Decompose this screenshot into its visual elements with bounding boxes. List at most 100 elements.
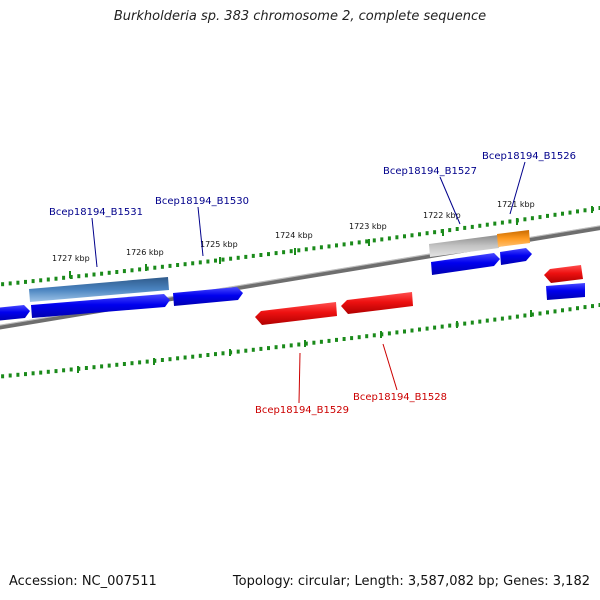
scale-dot xyxy=(515,314,519,319)
scale-dot xyxy=(244,254,248,259)
scale-dot xyxy=(62,275,66,280)
scale-dot xyxy=(365,239,369,244)
scale-dot xyxy=(342,242,346,247)
scale-dot xyxy=(312,246,316,251)
scale-dot xyxy=(130,268,134,273)
scale-dot xyxy=(138,360,142,365)
scale-dot xyxy=(115,362,119,367)
accession-label: Accession: NC_007511 xyxy=(9,574,157,589)
scale-dot xyxy=(470,224,474,229)
scale-dot xyxy=(357,240,361,245)
scale-dot xyxy=(561,211,564,216)
scale-dot xyxy=(160,358,164,362)
gene-label-b1531[interactable]: Bcep18194_B1531 xyxy=(49,207,143,218)
gene-arrow[interactable] xyxy=(544,265,583,283)
scale-dot xyxy=(304,247,308,252)
scale-dot xyxy=(100,364,104,369)
scale-dot xyxy=(8,281,12,286)
scale-dot xyxy=(546,310,549,315)
scale-dot xyxy=(289,249,293,254)
scale-dot xyxy=(267,346,270,351)
scale-dot xyxy=(523,217,527,222)
gene-label-b1528[interactable]: Bcep18194_B1528 xyxy=(353,392,447,403)
scale-dot xyxy=(130,361,134,366)
scale-dot xyxy=(84,366,88,370)
scale-dot xyxy=(62,368,66,373)
scale-dot xyxy=(176,263,180,267)
forward-strand-genes xyxy=(0,248,585,321)
scale-dot xyxy=(16,372,20,377)
scale-dot xyxy=(122,362,126,366)
scale-dot xyxy=(274,251,278,256)
scale-dot xyxy=(576,306,579,311)
map-title: Burkholderia sp. 383 chromosome 2, compl… xyxy=(113,9,487,24)
scale-dot xyxy=(214,258,217,263)
scale-dot xyxy=(418,232,421,237)
scale-dot xyxy=(478,223,482,228)
scale-dot xyxy=(530,216,534,221)
scale-dot xyxy=(191,354,195,359)
gene-label-b1527[interactable]: Bcep18194_B1527 xyxy=(383,166,477,177)
scale-dot xyxy=(387,236,391,241)
scale-dot xyxy=(395,235,399,240)
scale-dot xyxy=(251,253,255,258)
scale-dot xyxy=(92,365,96,370)
gene-arrow[interactable] xyxy=(500,248,532,265)
scale-dot xyxy=(198,260,202,265)
gene-label-b1529[interactable]: Bcep18194_B1529 xyxy=(255,405,349,416)
scale-dot xyxy=(115,270,119,274)
scale-dot xyxy=(39,370,43,375)
scale-dot xyxy=(350,241,354,246)
gene-label-b1530[interactable]: Bcep18194_B1530 xyxy=(155,196,249,207)
scale-dot xyxy=(1,282,5,287)
scale-dot xyxy=(327,338,331,343)
scale-dot xyxy=(198,353,202,358)
scale-dot xyxy=(327,244,331,249)
scale-dot xyxy=(425,231,429,236)
gene-arrow[interactable] xyxy=(255,302,337,325)
scale-dot xyxy=(191,261,195,266)
scale-dot xyxy=(433,325,437,330)
reverse-strand-genes xyxy=(255,265,583,325)
scale-dot xyxy=(297,248,301,253)
scale-dot xyxy=(176,356,180,361)
scale-dot xyxy=(493,317,497,322)
scale-dot xyxy=(418,327,421,332)
feature-bar-orange[interactable] xyxy=(497,230,530,247)
feature-bar-steelblue[interactable] xyxy=(29,277,169,302)
scale-dot xyxy=(289,343,293,348)
gene-arrow[interactable] xyxy=(431,253,500,275)
feature-bar-grey[interactable] xyxy=(429,235,499,257)
scale-dot xyxy=(236,349,240,354)
scale-dot xyxy=(478,319,482,324)
gene-arrow[interactable] xyxy=(0,305,30,321)
gene-arrow[interactable] xyxy=(31,294,170,318)
scale-dot xyxy=(145,359,149,364)
scale-dot xyxy=(455,227,459,231)
scale-dot xyxy=(365,334,369,339)
gene-arrow[interactable] xyxy=(341,292,413,314)
scale-label: 1725 kbp xyxy=(200,240,238,249)
scale-dot xyxy=(508,315,512,320)
scale-dot xyxy=(440,324,444,329)
scale-dot xyxy=(561,308,564,313)
scale-label: 1726 kbp xyxy=(126,248,164,257)
scale-dot xyxy=(372,238,376,243)
lower-scale-track xyxy=(1,303,600,379)
scale-dot xyxy=(591,304,594,309)
scale-dot xyxy=(463,225,467,230)
gene-label-b1526[interactable]: Bcep18194_B1526 xyxy=(482,151,576,162)
scale-label: 1724 kbp xyxy=(275,231,313,240)
scale-dot xyxy=(282,344,286,349)
scale-dot xyxy=(500,316,504,321)
other-features xyxy=(29,230,530,302)
scale-dot xyxy=(448,323,452,328)
scale-label: 1723 kbp xyxy=(349,222,387,231)
gene-arrow[interactable] xyxy=(546,283,585,300)
scale-dot xyxy=(236,255,240,260)
scale-dot xyxy=(553,309,557,314)
scale-dot xyxy=(410,233,414,238)
scale-dot xyxy=(138,267,142,272)
scale-dot xyxy=(493,221,497,226)
gene-arrow[interactable] xyxy=(173,287,243,306)
